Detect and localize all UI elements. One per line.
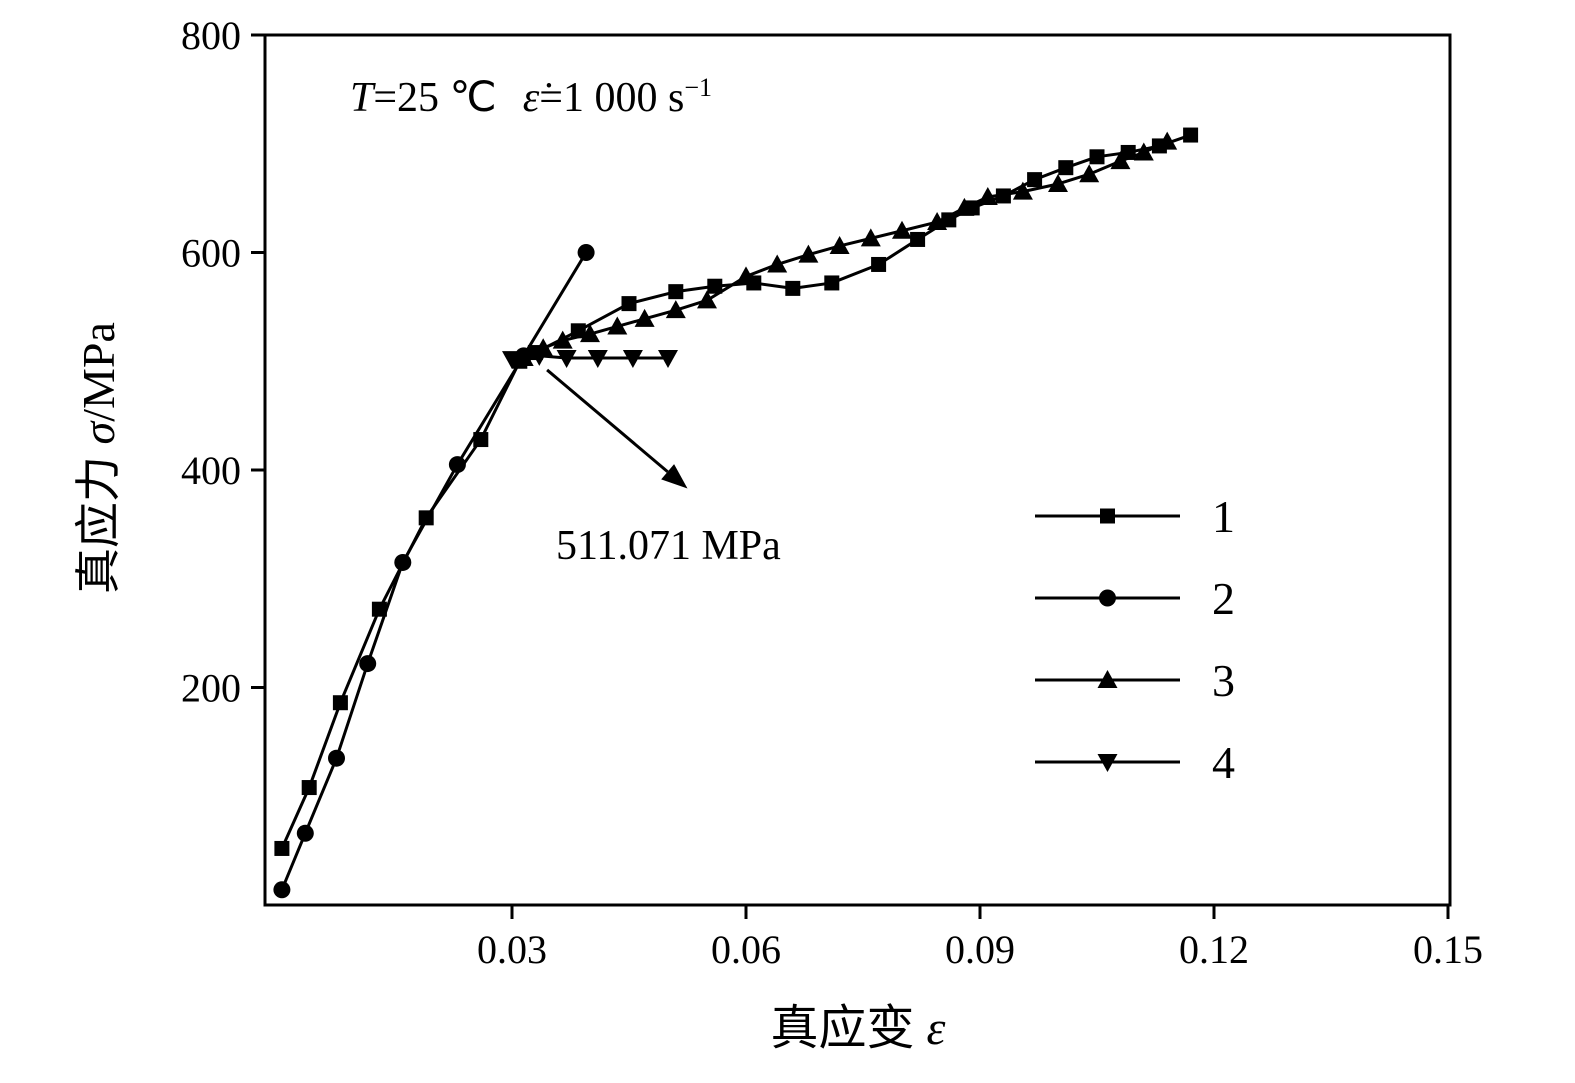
series-3 [513, 131, 1178, 366]
annotation-arrowhead-icon [661, 464, 688, 489]
condition-annotation: T=25 ℃ ε̇=1 000 s−1 [350, 72, 712, 122]
annotation-arrow-line [546, 368, 669, 473]
strain-rate-value: =1 000 s [539, 75, 685, 121]
legend-item-2: 2 [1035, 573, 1235, 624]
marker-triangle-up-icon [1012, 181, 1033, 200]
marker-triangle-up-icon [736, 266, 756, 285]
marker-triangle-down-icon [502, 351, 522, 370]
marker-square [668, 284, 684, 300]
legend: 1 2 3 4 [1035, 491, 1235, 788]
y-tick-label: 200 [181, 666, 241, 711]
marker-triangle-up-icon [607, 316, 628, 335]
series-1 [274, 127, 1199, 856]
y-axis-label-text: 真应力 [73, 444, 124, 594]
x-tick-label: 0.12 [1179, 927, 1249, 972]
marker-triangle-up-icon [552, 330, 573, 349]
marker-triangle-up-icon [954, 197, 975, 216]
marker-square [1100, 508, 1115, 524]
legend-label: 4 [1212, 737, 1235, 788]
epsilon-symbol: ε [926, 1002, 946, 1055]
marker-square [332, 695, 348, 711]
marker-triangle-down-icon [587, 349, 608, 368]
marker-triangle-down-icon [1097, 754, 1118, 772]
marker-triangle-down-icon [529, 347, 550, 366]
marker-triangle-up-icon [665, 300, 686, 319]
y-tick-label: 600 [181, 231, 241, 276]
marker-circle [328, 749, 345, 767]
marker-triangle-up-icon [829, 235, 850, 254]
marker-triangle-up-icon [892, 220, 912, 239]
legend-item-3: 3 [1035, 655, 1235, 706]
x-tick-label: 0.03 [477, 927, 547, 972]
marker-triangle-up-icon [1157, 131, 1178, 150]
marker-triangle-up-icon [798, 244, 819, 263]
strain-rate-variable: ε̇ [522, 75, 540, 121]
marker-circle [359, 655, 377, 673]
marker-square [1027, 172, 1043, 188]
y-tick-label: 800 [181, 13, 241, 58]
x-axis-label-text: 真应变 [770, 1002, 927, 1055]
legend-item-4: 4 [1035, 737, 1235, 788]
marker-square [621, 296, 637, 312]
series-2 [273, 244, 595, 899]
marker-circle [273, 881, 291, 899]
marker-square [785, 280, 801, 296]
marker-square [371, 601, 387, 617]
marker-square [274, 840, 290, 856]
marker-triangle-up-icon [1097, 670, 1118, 688]
x-axis-label: 真应变 ε [771, 988, 946, 1058]
legend-label: 3 [1212, 655, 1235, 706]
annotation-arrow [546, 368, 688, 489]
marker-triangle-up-icon [697, 290, 717, 309]
temperature-value: =25 ℃ [373, 75, 497, 121]
marker-square [1058, 160, 1074, 176]
x-tick-label: 0.09 [945, 927, 1015, 972]
marker-triangle-up-icon [927, 212, 948, 231]
marker-square [1183, 127, 1199, 143]
marker-square [910, 231, 926, 247]
series-4 [502, 347, 678, 370]
marker-triangle-up-icon [580, 324, 600, 343]
legend-label: 2 [1212, 573, 1235, 624]
marker-square [941, 212, 957, 228]
marker-square [871, 256, 887, 272]
sigma-symbol: σ [73, 421, 124, 445]
strain-rate-exponent: −1 [684, 73, 713, 102]
marker-triangle-up-icon [1079, 164, 1100, 183]
x-tick-label: 0.15 [1413, 927, 1483, 972]
temperature-variable: T [350, 75, 374, 121]
marker-square [824, 275, 840, 291]
y-axis-unit: /MPa [73, 322, 124, 422]
series-line [280, 251, 588, 891]
marker-square [1089, 149, 1105, 165]
marker-triangle-up-icon [767, 254, 788, 273]
marker-square [473, 432, 489, 448]
marker-triangle-up-icon [977, 187, 998, 206]
legend-label: 1 [1212, 491, 1235, 542]
plot-frame [263, 33, 1452, 907]
marker-square [301, 780, 317, 796]
marker-circle [448, 456, 466, 474]
yield-stress-annotation: 511.071 MPa [556, 523, 781, 569]
marker-circle [1099, 589, 1116, 607]
marker-square [707, 278, 723, 294]
legend-item-1: 1 [1035, 491, 1235, 542]
marker-triangle-up-icon [1110, 151, 1131, 170]
marker-triangle-down-icon [658, 349, 678, 368]
x-tick-label: 0.06 [711, 927, 781, 972]
marker-circle [577, 244, 595, 261]
marker-triangle-up-icon [1048, 173, 1068, 192]
y-tick-label: 400 [181, 448, 241, 493]
marker-circle [296, 824, 314, 842]
marker-triangle-down-icon [556, 349, 577, 368]
marker-triangle-up-icon [1133, 142, 1154, 161]
marker-triangle-up-icon [860, 228, 881, 247]
marker-triangle-up-icon [634, 308, 655, 327]
marker-triangle-down-icon [622, 349, 643, 368]
marker-circle [394, 553, 412, 571]
series-line [280, 133, 1192, 850]
y-axis-label: 真应力 σ/MPa [62, 322, 128, 594]
